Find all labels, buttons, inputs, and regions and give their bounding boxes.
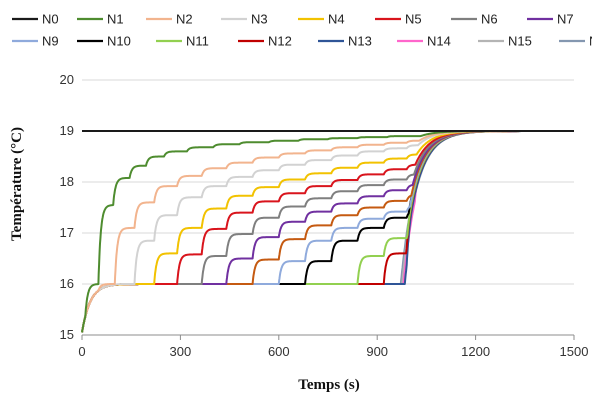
x-tick-label: 1500 [560, 344, 589, 359]
legend-label: N11 [186, 34, 209, 49]
grid-lines [82, 79, 574, 285]
y-tick-label: 19 [60, 123, 74, 138]
legend-label: N0 [42, 12, 59, 27]
legend-label: N3 [251, 12, 268, 27]
legend-label: N15 [508, 34, 532, 49]
legend-label: N10 [107, 34, 131, 49]
x-tick-label: 300 [170, 344, 192, 359]
series-line-n3 [81, 130, 575, 333]
legend-label: N14 [427, 34, 451, 49]
legend-label: N1 [107, 12, 124, 27]
axes: 15 16 17 18 19 20 0 300 600 900 1200 1500 [60, 72, 589, 359]
x-tick-label: 900 [366, 344, 388, 359]
legend-label: Nt [589, 34, 592, 49]
x-tick-label: 0 [78, 344, 85, 359]
legend-label: N12 [268, 34, 292, 49]
legend-label: N13 [348, 34, 372, 49]
legend-label: N5 [405, 12, 422, 27]
x-tick-label: 600 [268, 344, 290, 359]
legend-label: N7 [557, 12, 574, 27]
x-tick-label: 1200 [461, 344, 490, 359]
y-tick-label: 20 [60, 72, 74, 87]
plot-area [81, 130, 575, 333]
x-axis-title: Temps (s) [298, 377, 360, 393]
legend: N0N1N2N3N4N5N6N7N8N9N10N11N12N13N14N15Nt [12, 12, 592, 49]
y-axis-title: Température (°C) [9, 127, 25, 241]
legend-label: N2 [176, 12, 193, 27]
legend-label: N4 [328, 12, 345, 27]
y-tick-label: 17 [60, 225, 74, 240]
legend-label: N9 [42, 34, 59, 49]
legend-label: N6 [481, 12, 498, 27]
y-tick-label: 15 [60, 327, 74, 342]
y-tick-label: 16 [60, 276, 74, 291]
y-tick-label: 18 [60, 174, 74, 189]
